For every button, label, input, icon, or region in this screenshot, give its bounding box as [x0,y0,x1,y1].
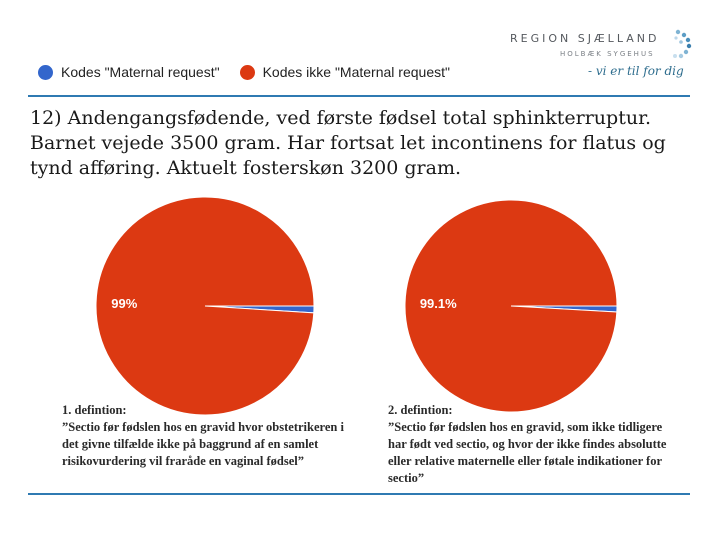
case-heading: 12) Andengangsfødende, ved første fødsel… [30,107,666,179]
logo-tagline: - vi er til for dig [588,64,684,78]
pie-2-data-label: 99.1% [420,296,457,311]
legend-label: Kodes "Maternal request" [61,64,220,80]
pie-2-slice-2 [404,199,618,413]
definition-text: ”Sectio før fødslen hos en gravid, som i… [388,420,667,485]
definition-text: ”Sectio før fødslen hos en gravid hvor o… [62,420,344,468]
legend-swatch-red [239,64,255,80]
logo-dots-icon [673,29,692,59]
pie-1-data-label: 99% [111,296,137,311]
top-divider [28,95,690,97]
definition-title: 2. defintion: [388,403,453,417]
definition-1: 1. defintion: ”Sectio før fødslen hos en… [62,402,352,470]
region-logo: REGION SJÆLLAND HOLBÆK SYGEHUS - vi er t… [508,28,698,90]
logo-name: REGION SJÆLLAND [510,32,660,45]
legend-item-maternal-request: Kodes "Maternal request" [38,64,220,80]
definition-2: 2. defintion: ”Sectio før fødslen hos en… [388,402,678,487]
legend-label: Kodes ikke "Maternal request" [262,64,450,80]
definition-title: 1. defintion: [62,403,127,417]
legend-swatch-blue [38,64,53,80]
pie-1-slice-2 [95,196,315,416]
chart-legend: Kodes "Maternal request" Kodes ikke "Mat… [38,64,470,80]
bottom-divider [28,493,690,495]
logo-sub: HOLBÆK SYGEHUS [560,50,655,58]
legend-item-not-maternal-request: Kodes ikke "Maternal request" [239,64,450,80]
